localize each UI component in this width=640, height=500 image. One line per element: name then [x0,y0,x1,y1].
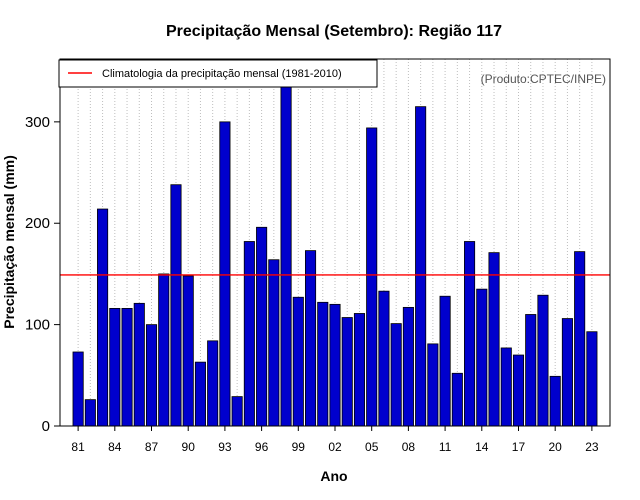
bar-15 [488,252,500,427]
legend-label: Climatologia da precipitação mensal (198… [102,68,342,80]
bar-81 [72,351,84,427]
bar-03 [341,317,353,427]
bar-95 [243,241,255,427]
product-credit: (Produto:CPTEC/INPE) [481,72,606,86]
bar-89 [170,184,182,427]
bar-93 [219,121,231,427]
x-tick-label: 90 [182,440,196,454]
bar-96 [256,226,268,427]
x-axis: 81 84 87 90 93 96 99 02 05 08 11 14 17 20 23 [71,426,599,454]
x-axis-title: Ano [320,468,347,484]
y-tick-label: 200 [25,215,50,232]
y-axis: 0 100 200 300 [25,114,60,435]
bar-19 [537,294,549,427]
bar-97 [268,259,280,427]
bars [72,78,598,427]
bar-98 [280,78,292,427]
bar-12 [451,372,463,427]
bar-85 [121,307,133,427]
bar-82 [84,399,96,427]
bar-05 [366,127,378,427]
y-tick-label: 300 [25,114,50,131]
x-tick-label: 87 [145,440,159,454]
bar-11 [439,295,451,427]
chart-title: Precipitação Mensal (Setembro): Região 1… [166,23,502,40]
legend: Climatologia da precipitação mensal (198… [58,59,378,88]
bar-08 [402,306,414,427]
bar-20 [549,375,561,427]
bar-07 [390,323,402,427]
legend-box [58,59,378,88]
bar-10 [427,343,439,427]
x-tick-label: 20 [549,440,563,454]
bar-04 [353,313,366,427]
bar-86 [133,302,145,427]
bar-02 [329,303,341,427]
x-tick-label: 81 [71,440,85,454]
x-tick-label: 05 [365,440,379,454]
bar-23 [586,331,598,427]
bar-90 [182,275,194,427]
x-tick-label: 96 [255,440,269,454]
x-tick-label: 02 [328,440,342,454]
x-tick-label: 93 [218,440,232,454]
bar-01 [317,301,329,427]
y-tick-label: 0 [42,418,50,435]
x-tick-label: 17 [512,440,526,454]
bar-84 [109,307,121,427]
x-tick-label: 11 [439,440,452,454]
bar-14 [476,288,488,427]
bar-83 [97,208,109,427]
x-tick-label: 99 [292,440,306,454]
bar-21 [561,318,573,427]
bar-06 [378,290,390,427]
bar-22 [574,251,586,427]
x-tick-label: 84 [108,440,122,454]
bar-18 [525,314,537,427]
bar-16 [500,347,512,427]
bar-17 [512,354,525,427]
bar-94 [231,396,243,427]
x-tick-label: 08 [402,440,416,454]
bar-09 [415,106,427,427]
bar-13 [464,241,476,427]
bar-00 [304,250,317,427]
x-tick-label: 23 [585,440,599,454]
y-axis-title: Precipitação mensal (mm) [1,155,17,329]
bar-99 [292,296,304,427]
x-tick-label: 14 [475,440,489,454]
bar-91 [194,361,206,427]
bar-88 [158,273,170,427]
bar-87 [145,324,158,427]
bar-92 [207,340,219,427]
y-tick-label: 100 [25,317,50,334]
